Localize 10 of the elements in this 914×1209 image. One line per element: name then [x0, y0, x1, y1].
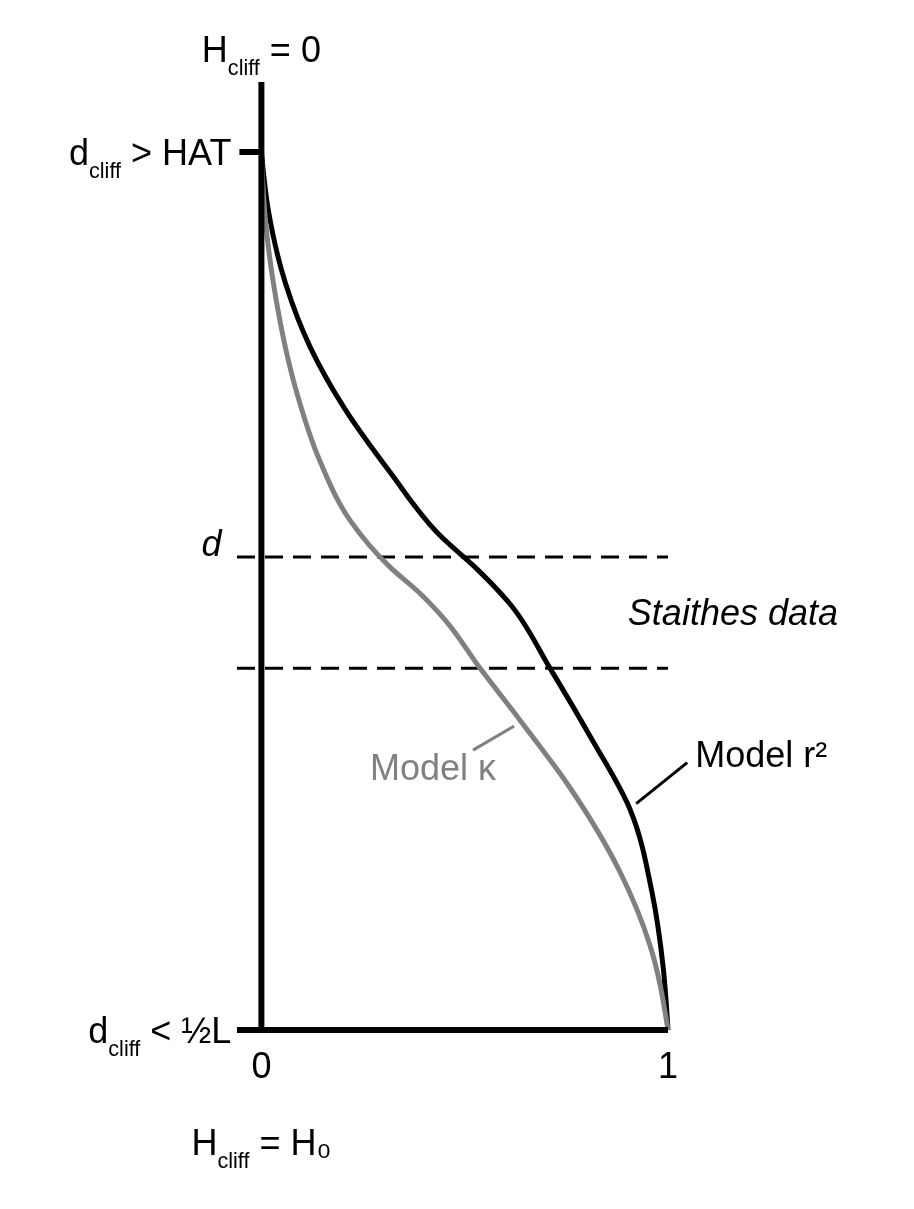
annotation: Staithes data: [627, 591, 838, 633]
text: d$_{cliff}$ > HAT: [68, 132, 232, 183]
text: d$_{cliff}$ < ½L: [88, 1010, 232, 1061]
x-axis-title: H$_{cliff}$ = H₀: [191, 1122, 332, 1173]
y-axis-title: d: [201, 523, 223, 564]
text: H$_{cliff}$ = 0: [201, 29, 321, 80]
x-tick-label: 0: [251, 1045, 272, 1086]
legend-label: Model κ: [370, 747, 498, 789]
x-tick-label: 1: [657, 1045, 679, 1086]
text: Model r²: [695, 733, 828, 775]
